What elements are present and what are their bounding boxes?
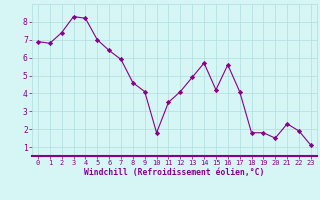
X-axis label: Windchill (Refroidissement éolien,°C): Windchill (Refroidissement éolien,°C) [84,168,265,177]
